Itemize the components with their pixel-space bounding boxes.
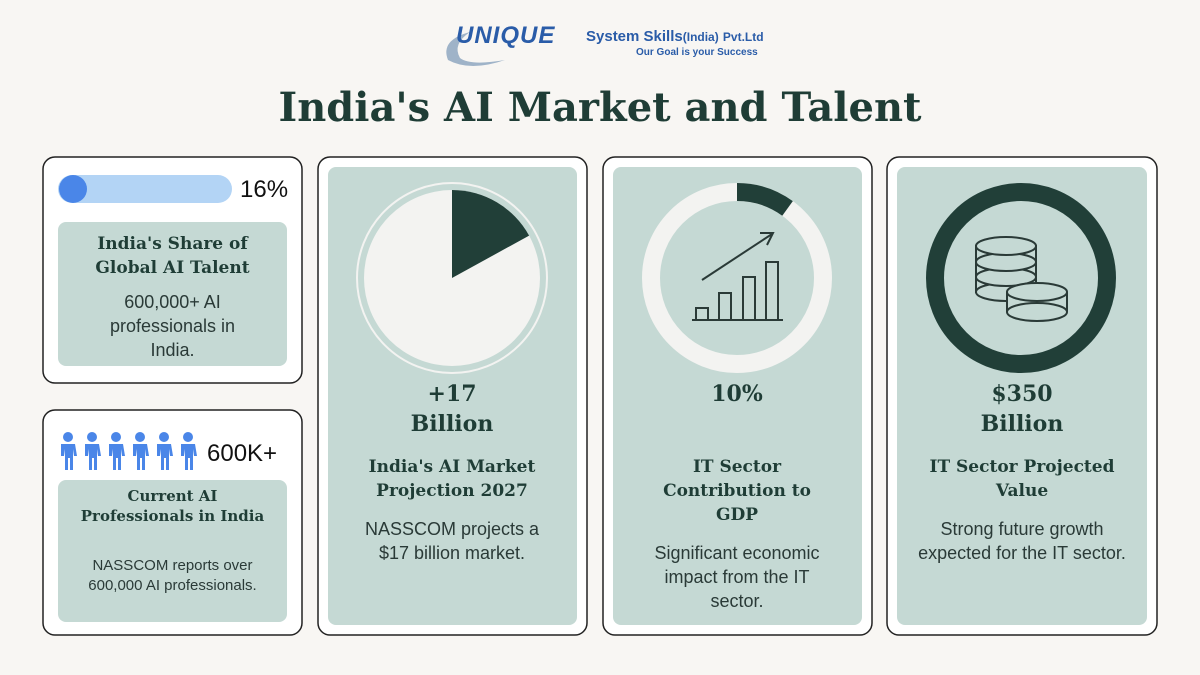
card-body: Strong future growth expected for the IT… xyxy=(918,519,1126,563)
people-icons xyxy=(61,432,197,470)
card-body: NASSCOM reports over 600,000 AI professi… xyxy=(88,557,257,594)
logo-brand: UNIQUE xyxy=(456,22,556,49)
card-inner xyxy=(897,167,1147,625)
card-inner xyxy=(613,167,862,625)
card-heading: IT Sector Projected Value xyxy=(929,457,1115,501)
growth-icon xyxy=(692,232,783,321)
card-body: Significant economic impact from the IT … xyxy=(654,543,820,611)
pie-slice xyxy=(452,190,530,278)
stat-label: $350 Billion xyxy=(980,381,1064,437)
card-body: 600,000+ AI professionals in India. xyxy=(109,292,236,360)
logo-tagline: Our Goal is your Success xyxy=(636,47,758,58)
page-title: India's AI Market and Talent xyxy=(278,84,922,131)
stat-label: +17 Billion xyxy=(410,381,494,437)
card-heading: India's AI Market Projection 2027 xyxy=(368,457,536,501)
card-heading: IT Sector Contribution to GDP xyxy=(663,457,811,525)
stat-label: 16% xyxy=(240,176,289,203)
coins-icon xyxy=(975,236,1068,322)
pie-ring xyxy=(356,182,548,374)
value-ring xyxy=(926,183,1116,373)
progress-track xyxy=(58,175,232,203)
progress-fill xyxy=(59,175,87,203)
donut-arc xyxy=(736,183,793,216)
card-inner xyxy=(58,480,287,622)
stat-label: 600K+ xyxy=(207,440,278,467)
logo-suffix: Pvt.Ltd xyxy=(722,30,764,44)
card-heading: Current AI Professionals in India xyxy=(80,487,265,525)
logo-company-name: System Skills xyxy=(586,28,683,45)
card-heading: India's Share of Global AI Talent xyxy=(95,234,250,278)
stat-label: 10% xyxy=(711,381,763,407)
card-inner xyxy=(58,222,287,366)
card-body: NASSCOM projects a $17 billion market. xyxy=(364,519,540,563)
logo-region: (India) xyxy=(682,30,719,44)
logo-company: System Skills(India) Pvt.Ltd xyxy=(586,28,764,45)
